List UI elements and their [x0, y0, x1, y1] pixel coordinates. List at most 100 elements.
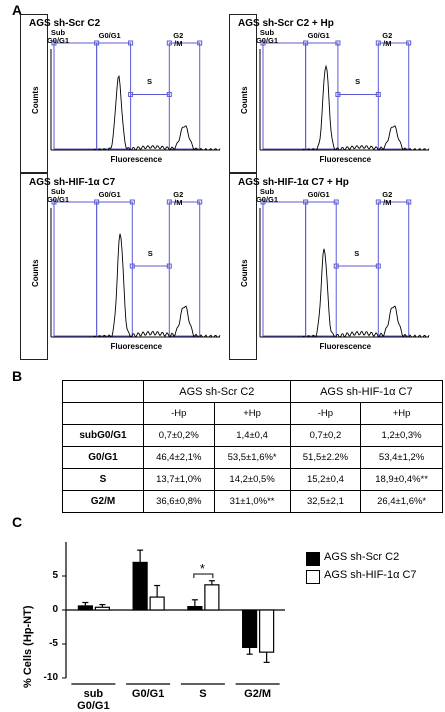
- table-cell: 1,2±0,3%: [360, 424, 443, 447]
- table-cell: 31±1,0%**: [213, 490, 291, 513]
- table-corner: [62, 380, 144, 403]
- histogram-plot: [50, 40, 221, 151]
- y-tick-label: 5: [52, 570, 58, 581]
- table-cell: 51,5±2.2%: [289, 446, 362, 469]
- gate-handle: [128, 40, 134, 46]
- x-axis-label: Fluorescence: [110, 155, 163, 164]
- bar: [242, 609, 258, 649]
- panel-letter-b: B: [12, 368, 23, 384]
- gate-label-g2m: G2 /M: [173, 31, 184, 48]
- histogram-trace: [260, 248, 430, 338]
- table-row: G0/G1 46,4±2,1% 53,5±1,6%* 51,5±2.2% 53,…: [62, 446, 443, 469]
- table-cell: 53,5±1,6%*: [213, 446, 291, 469]
- gate-label-sub: Sub G0/G1: [255, 28, 279, 45]
- table-cell: 13,7±1,0%: [143, 468, 215, 491]
- gate-label-s: S: [354, 249, 360, 259]
- gate-label-g0g1: G0/G1: [307, 190, 330, 199]
- gate-handle: [166, 91, 172, 97]
- significance-star: *: [199, 560, 205, 576]
- histogram-box: AGS sh-HIF-1α C7 Sub G0/G1 G0/G1 S G2 /M Fluo…: [20, 173, 221, 360]
- bar: [187, 605, 203, 611]
- x-axis-label: Fluorescence: [319, 155, 372, 164]
- histogram-trace: [51, 233, 221, 338]
- histogram-plot: [50, 199, 221, 338]
- gate-handle: [406, 40, 412, 46]
- category-label: G2/M: [244, 688, 272, 700]
- gate-sub-g0g1: [262, 201, 307, 337]
- y-tick-label: -10: [43, 672, 58, 683]
- y-tick-label: 0: [52, 604, 58, 615]
- cell-cycle-table: AGS sh-Scr C2 AGS sh-HIF-1α C7 -Hp +Hp -…: [62, 380, 444, 513]
- gate-label-g2m: G2 /M: [173, 190, 184, 207]
- gate-handle: [166, 263, 172, 269]
- significance-bracket: [193, 573, 214, 578]
- gate-label-sub: Sub G0/G1: [46, 28, 70, 45]
- category-label: S: [199, 688, 207, 700]
- bar-chart-canvas: [62, 542, 285, 685]
- gate-handle: [303, 40, 309, 46]
- y-tick-label: -5: [49, 638, 58, 649]
- table-cell: 36,6±0,8%: [143, 490, 215, 513]
- gate-handle: [51, 199, 57, 205]
- y-axis-label: Counts: [240, 258, 249, 287]
- gate-handle: [94, 199, 100, 205]
- table-subheader: +Hp: [360, 402, 443, 425]
- table-subheader: -Hp: [143, 402, 215, 425]
- gate-handle: [260, 199, 266, 205]
- bar: [77, 605, 93, 611]
- gate-handle: [375, 91, 381, 97]
- category-label: sub G0/G1: [77, 688, 110, 712]
- gate-label-g2m: G2 /M: [382, 190, 393, 207]
- bar-chart: % Cells (Hp-NT) -10 -5 0 5 sub G0/G1 G0/G1 S G2…: [0, 520, 445, 712]
- table-row: subG0/G1 0,7±0,2% 1,4±0,4 0,7±0,2 1,2±0,…: [62, 424, 443, 447]
- gate-handle: [260, 40, 266, 46]
- gate-handle: [94, 40, 100, 46]
- table-row: S 13,7±1,0% 14,2±0,5% 15,2±0,4 18,9±0,4%…: [62, 468, 443, 491]
- table-row-label: subG0/G1: [62, 424, 144, 447]
- gate-sub-g0g1: [53, 201, 98, 337]
- gate-handle: [335, 91, 341, 97]
- gate-label-s: S: [355, 77, 361, 87]
- gate-handle: [128, 91, 134, 97]
- gate-label-s: S: [147, 249, 153, 259]
- histogram-box: AGS sh-Scr C2 + Hp Sub G0/G1 G0/G1 S G2 /M Fl…: [229, 14, 430, 173]
- panel-letter-c: C: [12, 514, 23, 530]
- gate-g2m: [168, 201, 201, 337]
- histogram-title: AGS sh-HIF-1α C7 + Hp: [238, 177, 349, 188]
- y-axis-label: Counts: [31, 85, 40, 114]
- gate-sub-g0g1: [262, 42, 307, 150]
- histogram-title: AGS sh-HIF-1α C7: [29, 177, 116, 188]
- gate-g2m: [168, 42, 201, 150]
- histogram-title: AGS sh-Scr C2: [29, 18, 101, 29]
- x-axis-label: Fluorescence: [110, 342, 163, 351]
- gate-handle: [197, 40, 203, 46]
- gate-label-g2m: G2 /M: [382, 31, 393, 48]
- y-axis-label: Counts: [240, 85, 249, 114]
- table-cell: 18,9±0,4%**: [360, 468, 443, 491]
- panel-letter-a: A: [12, 2, 23, 18]
- legend-label-hif: AGS sh-HIF-1α C7: [324, 569, 417, 581]
- x-axis-label: Fluorescence: [319, 342, 372, 351]
- gate-label-sub: Sub G0/G1: [46, 187, 70, 204]
- gate-g0g1: [96, 201, 133, 337]
- bar: [149, 596, 165, 611]
- histogram-plot: [259, 199, 430, 338]
- gate-label-g0g1: G0/G1: [307, 31, 330, 40]
- table-group-header: AGS sh-HIF-1α C7: [289, 380, 444, 403]
- legend-swatch-hif: [306, 570, 320, 584]
- table-cell: 32,5±2,1: [289, 490, 362, 513]
- gate-g2m: [377, 42, 410, 150]
- bar: [204, 584, 220, 611]
- histogram-trace: [260, 64, 430, 151]
- gate-handle: [375, 263, 381, 269]
- table-cell: 1,4±0,4: [213, 424, 291, 447]
- table-subheader: +Hp: [213, 402, 291, 425]
- table-row-label: G0/G1: [62, 446, 144, 469]
- gate-handle: [333, 199, 339, 205]
- gate-label-s: S: [146, 77, 152, 87]
- histogram-box: AGS sh-HIF-1α C7 + Hp Sub G0/G1 G0/G1 S G2 /…: [229, 173, 430, 360]
- gate-handle: [51, 40, 57, 46]
- gate-handle: [375, 199, 381, 205]
- table-row-label: S: [62, 468, 144, 491]
- table-cell: 15,2±0,4: [289, 468, 362, 491]
